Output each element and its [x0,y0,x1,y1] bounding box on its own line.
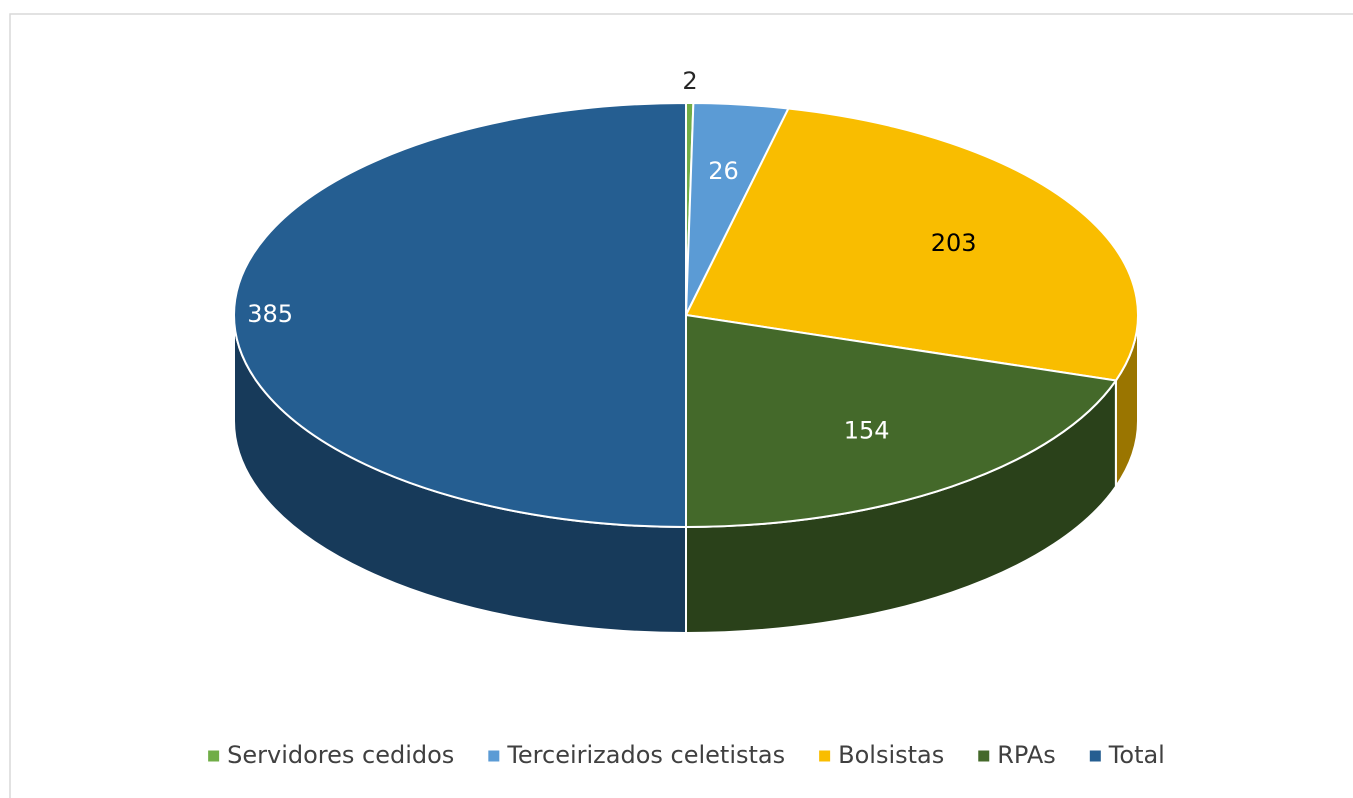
data-labels: 2 26 203 154 385 [247,67,976,445]
legend-swatch [488,750,500,762]
legend-swatch [1089,750,1101,762]
pie-tops [233,101,1139,529]
legend-item: Servidores cedidos [208,741,454,769]
data-label: 2 [682,67,697,95]
legend-label: RPAs [997,741,1056,769]
legend-label: Total [1108,741,1165,769]
legend-swatch [978,750,990,762]
data-label: 203 [931,229,977,257]
legend-swatch [208,750,220,762]
legend-item: Total [1089,741,1165,769]
legend-label: Bolsistas [838,741,944,769]
legend-swatch [819,750,831,762]
legend-item: Terceirizados celetistas [488,741,785,769]
legend-item: RPAs [978,741,1056,769]
data-label: 26 [708,157,739,185]
legend-item: Bolsistas [819,741,944,769]
legend-label: Servidores cedidos [227,741,454,769]
pie-slice [684,107,1139,382]
legend-label: Terceirizados celetistas [506,741,785,769]
data-label: 154 [844,417,890,445]
data-label: 385 [247,300,293,328]
pie-slice [233,101,687,529]
legend: Servidores cedidos Terceirizados celetist… [208,741,1165,769]
pie-slice [685,313,1118,529]
